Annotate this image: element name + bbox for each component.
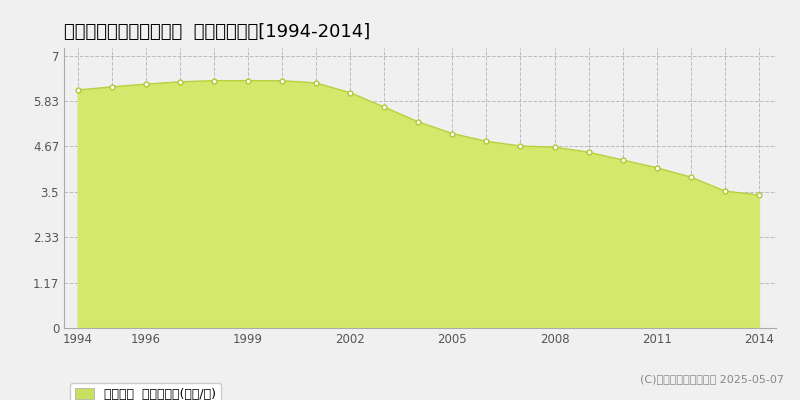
Text: (C)土地価格ドットコム 2025-05-07: (C)土地価格ドットコム 2025-05-07 [640,374,784,384]
Legend: 公示地価  平均坪単価(万円/坪): 公示地価 平均坪単価(万円/坪) [70,383,221,400]
Text: 伊具郡丸森町舘矢間木沼  公示地価推移[1994-2014]: 伊具郡丸森町舘矢間木沼 公示地価推移[1994-2014] [64,23,370,41]
